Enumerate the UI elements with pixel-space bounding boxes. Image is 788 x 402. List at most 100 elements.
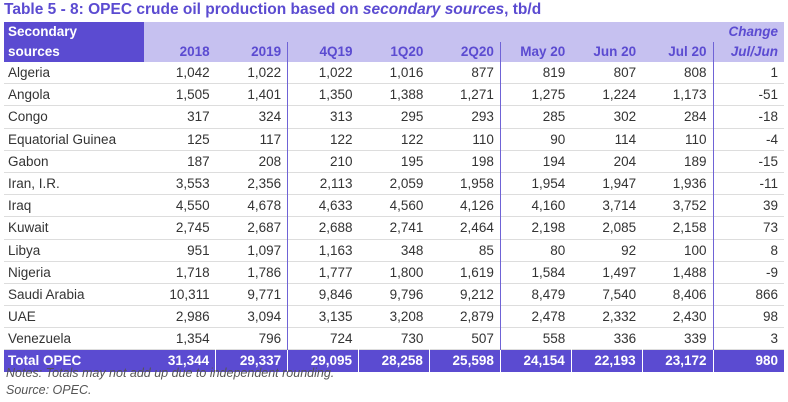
table-row: Gabon 187 208 210 195 198 194 204 189 -15 bbox=[4, 150, 784, 173]
table-cell: 92 bbox=[621, 242, 637, 258]
table-cell: -51 bbox=[758, 87, 778, 103]
table-cell: 80 bbox=[550, 242, 566, 258]
table-cell: 122 bbox=[400, 131, 424, 147]
table-cell: 1,173 bbox=[642, 83, 714, 106]
column-header: 4Q19 bbox=[287, 42, 359, 62]
table-cell: 1,584 bbox=[531, 264, 566, 280]
header-change-label: Change bbox=[713, 22, 784, 42]
table-cell: 3,714 bbox=[602, 198, 637, 214]
table-cell: 1,016 bbox=[389, 65, 424, 81]
column-header: Jul 20 bbox=[642, 42, 714, 62]
table-cell: 2,464 bbox=[429, 216, 501, 239]
table-cell: 2,113 bbox=[319, 176, 353, 192]
table-cell: 8,406 bbox=[642, 283, 714, 306]
table-cell: 2,879 bbox=[429, 305, 501, 328]
table-row: Saudi Arabia 10,311 9,771 9,846 9,796 9,212 8,… bbox=[4, 283, 784, 306]
table-cell: 73 bbox=[762, 220, 778, 236]
table-cell: 4,126 bbox=[429, 194, 501, 217]
table-row: Kuwait 2,745 2,687 2,688 2,741 2,464 2,198 2,08… bbox=[4, 216, 784, 239]
country-name: Saudi Arabia bbox=[8, 286, 85, 302]
total-value: 23,172 bbox=[642, 349, 714, 373]
table-cell: -4 bbox=[765, 131, 778, 147]
table-cell: 3,752 bbox=[642, 194, 714, 217]
table-cell: 1,350 bbox=[318, 87, 353, 103]
table-cell: 4,633 bbox=[318, 198, 353, 214]
country-name: Nigeria bbox=[8, 264, 51, 280]
table-cell: 187 bbox=[187, 153, 210, 169]
table-cell: 1 bbox=[770, 65, 778, 81]
total-row: Total OPEC 31,344 29,337 29,095 28,258 2… bbox=[4, 349, 784, 373]
table-cell: 877 bbox=[429, 62, 501, 84]
country-name: Angola bbox=[8, 87, 51, 103]
table-cell: 2,745 bbox=[175, 220, 210, 236]
table-cell: 208 bbox=[215, 150, 289, 173]
total-label: Total OPEC bbox=[4, 349, 144, 373]
total-value: 31,344 bbox=[143, 349, 217, 373]
column-header: 2Q20 bbox=[429, 42, 501, 62]
table-cell: 1,497 bbox=[602, 264, 637, 280]
table-cell: 8,479 bbox=[531, 286, 566, 302]
table-cell: 2,741 bbox=[389, 220, 424, 236]
table-row: Algeria 1,042 1,022 1,022 1,016 877 819 807 808 1 bbox=[4, 62, 784, 84]
total-value: 980 bbox=[713, 349, 784, 373]
table-cell: 210 bbox=[330, 153, 353, 169]
table-cell: 724 bbox=[330, 331, 353, 347]
header-row-bottom: sources 2018 2019 4Q19 1Q20 2Q20 May 20 … bbox=[4, 42, 784, 62]
table-cell: 3,553 bbox=[175, 176, 210, 192]
table-cell: 110 bbox=[642, 128, 714, 151]
country-name: Equatorial Guinea bbox=[8, 131, 117, 147]
table-cell: -15 bbox=[758, 153, 778, 169]
table-cell: 2,198 bbox=[531, 220, 566, 236]
country-name: Algeria bbox=[8, 65, 51, 81]
table-body: Algeria 1,042 1,022 1,022 1,016 877 819 807 808 1… bbox=[4, 62, 784, 350]
table-row: Iraq 4,550 4,678 4,633 4,560 4,126 4,160 3,714 3… bbox=[4, 194, 784, 217]
table-row: Libya 951 1,097 1,163 348 85 80 92 100 8 bbox=[4, 239, 784, 262]
total-value: 29,337 bbox=[215, 349, 289, 373]
table-cell: 8 bbox=[770, 242, 778, 258]
header-label-top: Secondary bbox=[4, 22, 144, 42]
country-name: Kuwait bbox=[8, 220, 49, 236]
table-row: UAE 2,986 3,094 3,135 3,208 2,879 2,478 2,332 2,… bbox=[4, 305, 784, 328]
table-cell: 285 bbox=[542, 109, 566, 125]
note-source: Source: OPEC. bbox=[6, 383, 92, 397]
table-cell: 1,718 bbox=[175, 264, 210, 280]
table-cell: 98 bbox=[762, 309, 778, 325]
table-cell: 110 bbox=[429, 128, 501, 151]
table-cell: 1,022 bbox=[215, 62, 289, 84]
table-cell: 339 bbox=[642, 327, 714, 350]
table-cell: 730 bbox=[400, 331, 424, 347]
table-cell: 195 bbox=[400, 153, 424, 169]
table-cell: 85 bbox=[429, 239, 501, 262]
table-cell: 2,430 bbox=[642, 305, 714, 328]
table-cell: 2,158 bbox=[642, 216, 714, 239]
table-row: Iran, I.R. 3,553 2,356 2,113 2,059 1,958 1,954… bbox=[4, 172, 784, 195]
table-cell: 125 bbox=[187, 131, 210, 147]
table-cell: 295 bbox=[400, 109, 424, 125]
table-cell: 1,388 bbox=[389, 87, 424, 103]
table-cell: 9,846 bbox=[318, 286, 353, 302]
country-name: UAE bbox=[8, 309, 36, 325]
table-cell: 4,678 bbox=[215, 194, 289, 217]
table-cell: 10,311 bbox=[169, 286, 210, 302]
table-cell: 9,212 bbox=[429, 283, 501, 306]
table-row: Equatorial Guinea 125 117 122 122 110 90 114 110… bbox=[4, 128, 784, 151]
table-cell: 313 bbox=[330, 109, 353, 125]
table-cell: 39 bbox=[762, 198, 778, 214]
table-cell: 1,947 bbox=[602, 176, 637, 192]
table-cell: 2,059 bbox=[389, 176, 424, 192]
table-cell: 866 bbox=[755, 286, 778, 302]
country-name: Gabon bbox=[8, 153, 49, 169]
table-cell: 7,540 bbox=[602, 286, 637, 302]
total-value: 28,258 bbox=[358, 349, 430, 373]
table-cell: 807 bbox=[613, 65, 637, 81]
table-cell: 951 bbox=[187, 242, 210, 258]
total-value: 25,598 bbox=[429, 349, 501, 373]
table-cell: 1,488 bbox=[642, 261, 714, 284]
table-cell: 302 bbox=[613, 109, 637, 125]
table-cell: 4,550 bbox=[175, 198, 210, 214]
table-cell: 2,687 bbox=[215, 216, 289, 239]
table-cell: 4,560 bbox=[389, 198, 424, 214]
table-cell: -18 bbox=[758, 109, 778, 125]
table-cell: 198 bbox=[429, 150, 501, 173]
header-row-top: Secondary Change bbox=[4, 22, 784, 42]
